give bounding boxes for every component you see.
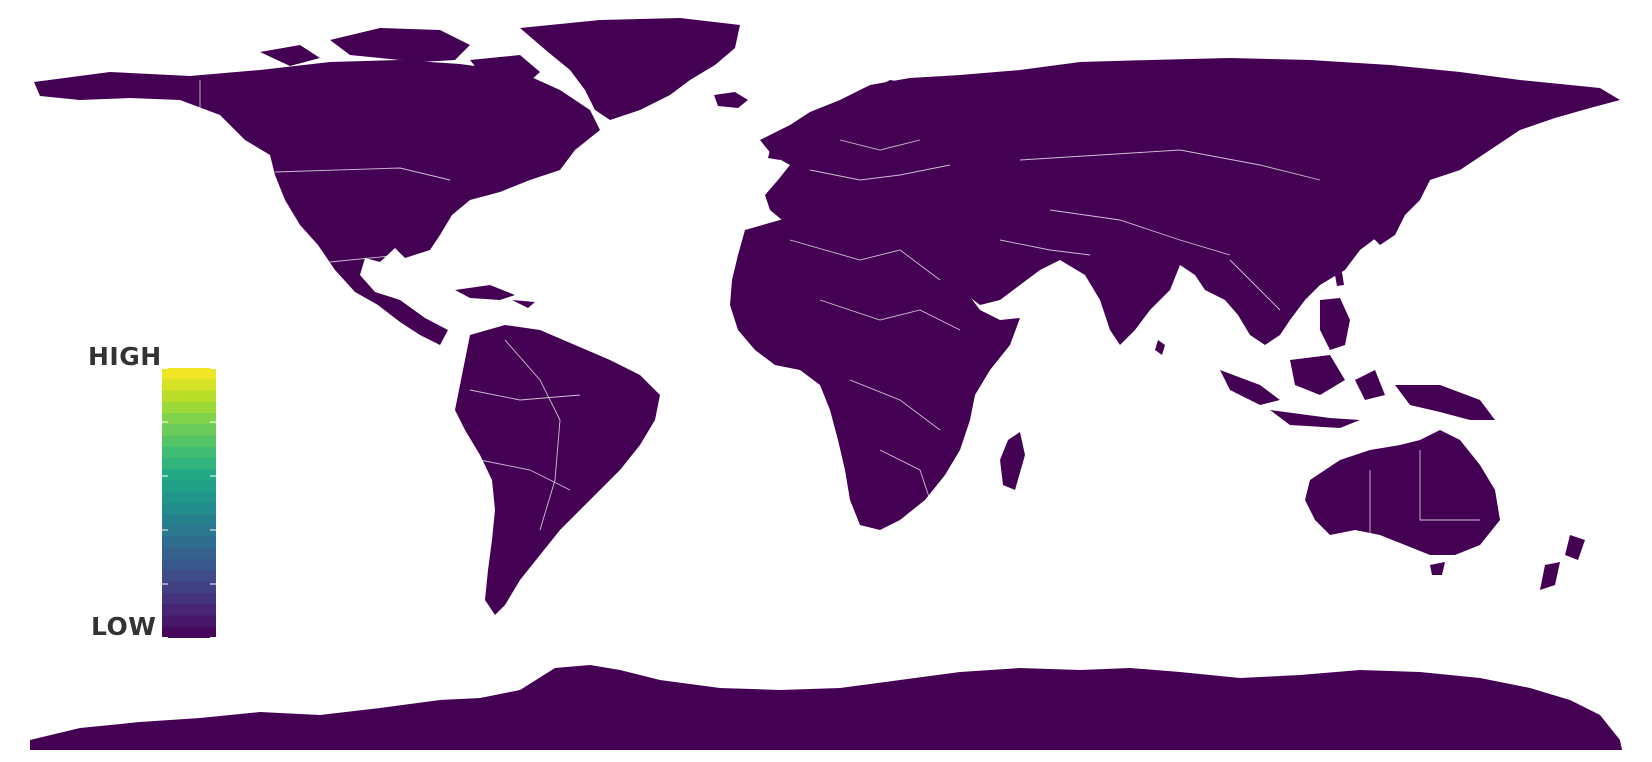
colorbar-segment (162, 446, 216, 459)
colorbar-segment (162, 390, 216, 403)
australia (1305, 430, 1500, 555)
colorbar-segment (162, 469, 216, 481)
colorbar-segment (162, 413, 216, 425)
japan (1370, 180, 1420, 245)
greenland (520, 18, 740, 120)
tasmania (1430, 562, 1445, 575)
arctic-islands (260, 28, 540, 90)
new-zealand (1540, 535, 1585, 590)
britain (768, 128, 812, 162)
colorbar-segment (162, 491, 216, 504)
land-masses (30, 18, 1622, 750)
caribbean (455, 285, 535, 308)
colorbar-segment (162, 458, 216, 470)
colorbar-segment (162, 593, 216, 605)
country-borders (199, 80, 1480, 540)
colorbar-segment (162, 379, 216, 391)
colorbar-segment (162, 368, 216, 380)
north-america (34, 60, 600, 345)
antarctica (30, 665, 1622, 750)
colorbar-segment (162, 548, 216, 560)
colorbar-segment (162, 503, 216, 515)
colorbar-segment (162, 570, 216, 583)
scandinavia (830, 80, 920, 140)
colorbar-segment (162, 525, 216, 538)
colorbar-segment (162, 559, 216, 571)
legend-colorbar (162, 368, 216, 638)
legend-high-label: HIGH (88, 342, 162, 371)
new-guinea (1395, 385, 1495, 420)
colorbar-segment (162, 626, 216, 638)
legend-low-label: LOW (91, 612, 157, 641)
colorbar-segment (162, 435, 216, 448)
iceland (714, 92, 748, 108)
colorbar-segment (162, 514, 216, 526)
colorbar-segment (162, 536, 216, 549)
colorbar-segment (162, 615, 216, 628)
philippines (1320, 298, 1350, 350)
south-america (455, 325, 660, 615)
colorbar-segment (162, 604, 216, 616)
africa (730, 215, 1020, 530)
eurasia (760, 58, 1620, 345)
colorbar-segment (162, 480, 216, 493)
madagascar (1000, 432, 1025, 490)
indonesia (1220, 355, 1385, 428)
colorbar-segment (162, 424, 216, 436)
colorbar-segment (162, 581, 216, 594)
colorbar-segment (162, 401, 216, 414)
